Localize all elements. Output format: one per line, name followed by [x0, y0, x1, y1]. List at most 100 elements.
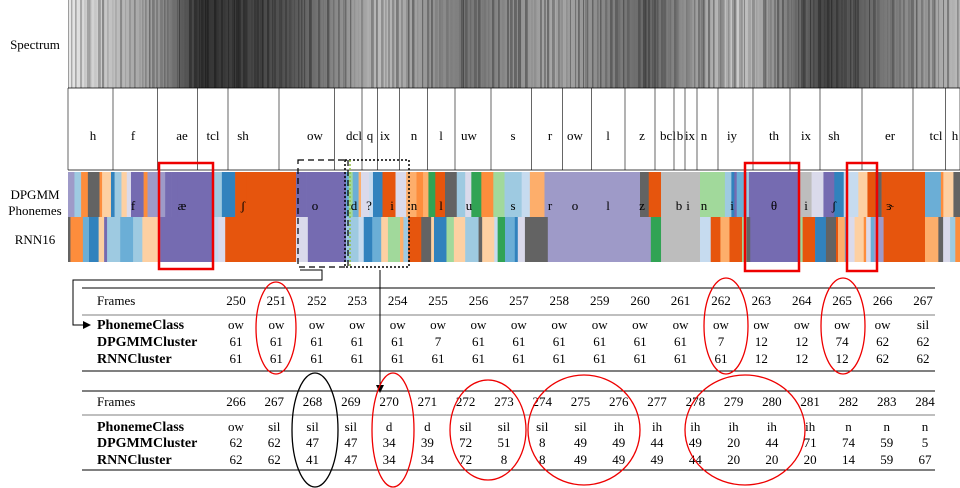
- ipa-label: n: [701, 198, 708, 213]
- table-cell: ow: [390, 317, 407, 332]
- cluster-segment: [494, 217, 498, 262]
- spectrogram-band: [877, 0, 880, 88]
- spectrogram-band: [254, 0, 257, 88]
- cluster-segment: [939, 172, 941, 217]
- table-cell: 61: [512, 334, 525, 349]
- spectrogram-band: [392, 0, 394, 88]
- spectrogram-band: [587, 0, 588, 88]
- spectrogram-band: [864, 0, 866, 88]
- spectrogram-band: [482, 0, 484, 88]
- spectrogram-band: [494, 0, 497, 88]
- frame-number: 272: [456, 394, 476, 409]
- spectrogram-band: [112, 0, 114, 88]
- cluster-bars: [68, 172, 960, 262]
- spectrogram-band: [234, 0, 235, 88]
- table-cell: 14: [842, 452, 856, 467]
- frame-number: 254: [388, 293, 408, 308]
- spectrogram-band: [251, 0, 253, 88]
- spectrogram-band: [564, 0, 565, 88]
- spectrogram-band: [652, 0, 654, 88]
- cluster-segment: [884, 217, 926, 262]
- frame-number: 279: [724, 394, 744, 409]
- table-cell: 61: [391, 351, 404, 366]
- cluster-segment: [864, 217, 867, 262]
- cluster-segment: [838, 217, 845, 262]
- cluster-segment: [803, 217, 816, 262]
- table-cell: 62: [917, 351, 930, 366]
- cluster-segment: [445, 172, 457, 217]
- spectrogram-band: [385, 0, 387, 88]
- spectrogram-band: [323, 0, 324, 88]
- cluster-segment: [70, 217, 83, 262]
- spectrogram-band: [354, 0, 355, 88]
- spectrogram-band: [488, 0, 490, 88]
- table-cell: d: [386, 419, 393, 434]
- cluster-segment: [388, 217, 400, 262]
- spectrogram-band: [544, 0, 546, 88]
- frame-number: 261: [671, 293, 691, 308]
- spectrogram-band: [455, 0, 457, 88]
- phonemes-label: Phonemes: [8, 203, 61, 218]
- table-cell: 62: [876, 334, 889, 349]
- cluster-segment: [99, 217, 105, 262]
- spectrogram-band: [873, 0, 876, 88]
- spectrogram-band: [899, 0, 901, 88]
- spectrogram-band: [782, 0, 784, 88]
- spectrogram-band: [446, 0, 449, 88]
- cluster-segment: [943, 172, 953, 217]
- spectrogram-band: [645, 0, 647, 88]
- spectrogram-band: [928, 0, 930, 88]
- spectrogram-band: [338, 0, 340, 88]
- cluster-segment: [525, 217, 535, 262]
- timit-label: ow: [307, 128, 324, 143]
- spectrogram-band: [98, 0, 101, 88]
- table-cell: ow: [430, 317, 447, 332]
- table-cell: 61: [553, 351, 566, 366]
- frame-number: 281: [800, 394, 820, 409]
- spectrogram-band: [345, 0, 346, 88]
- spectrogram-band: [634, 0, 635, 88]
- spectrogram-band: [498, 0, 500, 88]
- table-cell: sil: [306, 419, 319, 434]
- cluster-segment: [471, 172, 481, 217]
- spectrogram-band: [558, 0, 560, 88]
- spectrogram-band: [748, 0, 751, 88]
- cluster-segment: [148, 172, 159, 217]
- frame-number: 273: [494, 394, 514, 409]
- cluster-segment: [866, 217, 871, 262]
- spectrogram-band: [441, 0, 443, 88]
- timit-label: ix: [380, 128, 391, 143]
- spectrogram-band: [844, 0, 847, 88]
- spectrogram-band: [600, 0, 602, 88]
- frame-number: 275: [571, 394, 591, 409]
- spectrogram-band: [199, 0, 200, 88]
- table-header: Frames: [97, 394, 135, 409]
- table-cell: 44: [765, 435, 779, 450]
- frame-number: 271: [418, 394, 438, 409]
- table-cell: 20: [727, 435, 740, 450]
- cluster-segment: [121, 172, 127, 217]
- spectrogram-band: [744, 0, 745, 88]
- cluster-segment: [515, 217, 518, 262]
- cluster-segment: [225, 217, 296, 262]
- spectrogram-band: [741, 0, 743, 88]
- spectrogram-band: [952, 0, 955, 88]
- spectrogram-band: [916, 0, 917, 88]
- table-cell: ow: [875, 317, 892, 332]
- spectrogram-band: [841, 0, 843, 88]
- table-cell: 61: [270, 351, 283, 366]
- frame-number: 262: [711, 293, 731, 308]
- frame-number: 257: [509, 293, 529, 308]
- cluster-segment: [479, 217, 483, 262]
- cluster-segment: [171, 172, 177, 217]
- spectrogram-band: [908, 0, 911, 88]
- spectrogram-band: [131, 0, 134, 88]
- cluster-segment: [218, 217, 225, 262]
- timit-label: ae: [176, 128, 188, 143]
- cluster-segment: [482, 217, 494, 262]
- spectrogram-band: [566, 0, 568, 88]
- spectrogram-band: [686, 0, 688, 88]
- spectrogram-band: [333, 0, 334, 88]
- spectrogram-band: [267, 0, 269, 88]
- table-cell: ow: [228, 419, 245, 434]
